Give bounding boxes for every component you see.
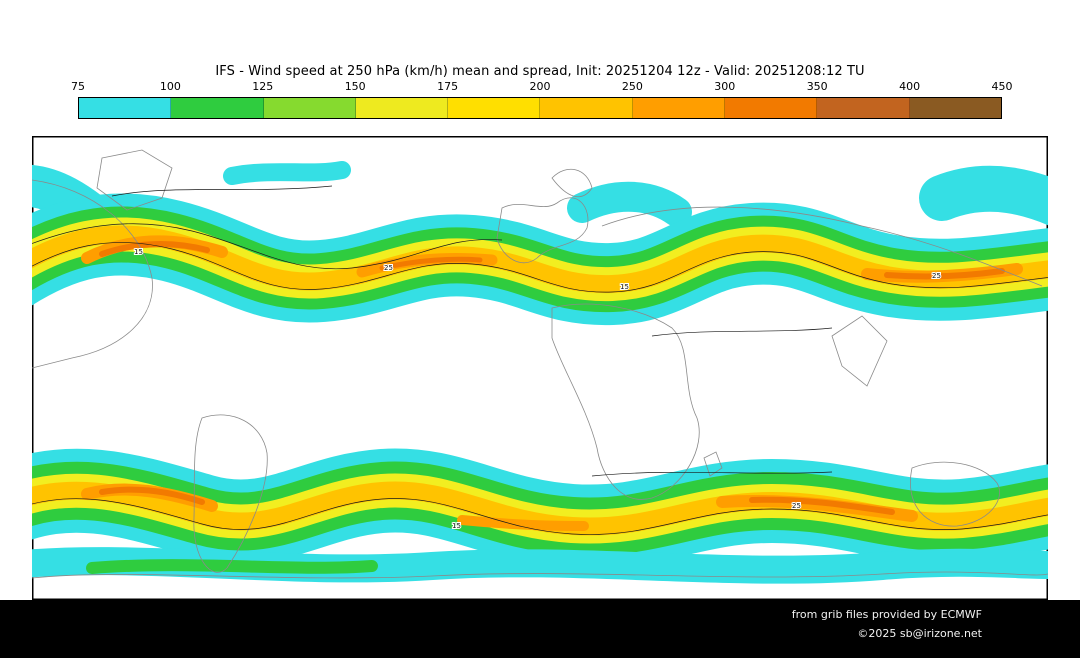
colorbar-tick-label: 75: [71, 80, 85, 93]
colorbar-segment: [909, 98, 1001, 118]
contour-label: 15: [620, 283, 629, 291]
colorbar-tick-label: 350: [806, 80, 828, 93]
wind-speed-map: 15 25 15 25 15 25: [0, 136, 1080, 600]
contour-label: 15: [452, 522, 461, 530]
colorbar-tick-label: 150: [344, 80, 366, 93]
contour-label: 25: [384, 264, 393, 272]
credits-bar: from grib files provided by ECMWF ©2025 …: [0, 600, 1080, 658]
colorbar-tick-label: 400: [899, 80, 921, 93]
contour-lines: [1, 185, 1079, 535]
colorbar-tick-label: 175: [437, 80, 459, 93]
colorbar-tick-label: 300: [714, 80, 736, 93]
colorbar-segment: [171, 98, 264, 118]
colorbar: 75 100 125 150 175 200 250 300 350 400 450: [71, 80, 1013, 119]
chart-title: IFS - Wind speed at 250 hPa (km/h) mean …: [215, 64, 865, 79]
colorbar-segment: [355, 98, 449, 118]
colorbar-segment: [632, 98, 726, 118]
map-area: 15 25 15 25 15 25: [0, 136, 1080, 600]
colorbar-tick-label: 100: [159, 80, 181, 93]
contour-label: 15: [134, 248, 143, 256]
contour-labels: 15 25 15 25 15 25: [133, 247, 942, 531]
colorbar-ticks: 75 100 125 150 175 200 250 300 350 400 450: [71, 80, 1013, 95]
colorbar-segment: [817, 98, 910, 118]
credit-copyright: ©2025 sb@irizone.net: [857, 627, 982, 640]
colorbar-tick-label: 200: [529, 80, 551, 93]
colorbar-tick-label: 250: [621, 80, 643, 93]
credit-source: from grib files provided by ECMWF: [791, 608, 982, 621]
contour-label: 25: [792, 502, 801, 510]
colorbar-segment: [725, 98, 818, 118]
coastlines: [31, 149, 1049, 579]
colorbar-segment: [540, 98, 633, 118]
colorbar-segment: [448, 98, 541, 118]
colorbar-tick-label: 125: [252, 80, 274, 93]
colorbar-segment: [79, 98, 172, 118]
colorbar-segment: [263, 98, 356, 118]
colorbar-tick-label: 450: [991, 80, 1013, 93]
colorbar-segments: [78, 97, 1002, 119]
contour-label: 25: [932, 272, 941, 280]
